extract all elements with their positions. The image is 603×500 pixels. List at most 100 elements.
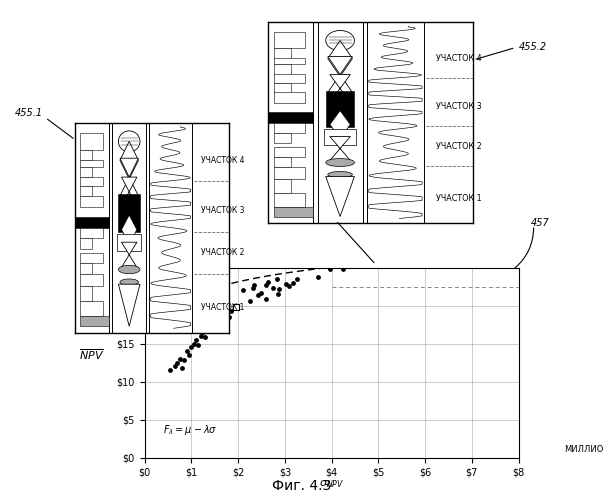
Polygon shape (122, 215, 137, 244)
Point (273, 290, 282, 298)
Ellipse shape (326, 158, 355, 166)
Text: УЧАСТОК 4: УЧАСТОК 4 (437, 54, 482, 63)
Point (430, 224, 440, 232)
Point (372, 244, 382, 252)
Point (219, 306, 229, 314)
Point (483, 196, 493, 203)
Point (215, 309, 224, 317)
Point (421, 218, 431, 226)
Bar (80, 196, 103, 206)
Point (263, 278, 273, 286)
Point (386, 238, 396, 246)
Text: УЧАСТОК 4: УЧАСТОК 4 (201, 156, 245, 165)
Point (172, 358, 182, 366)
Point (205, 320, 215, 328)
Point (198, 328, 208, 336)
Point (180, 356, 189, 364)
Text: Фиг. 4.3: Фиг. 4.3 (272, 478, 331, 492)
Point (405, 226, 415, 234)
Bar (274, 122, 305, 132)
Bar (274, 132, 291, 142)
Point (238, 286, 248, 294)
Point (196, 332, 206, 340)
Text: УЧАСТОК 3: УЧАСТОК 3 (437, 102, 482, 111)
Point (375, 250, 385, 258)
Bar (80, 274, 103, 286)
Point (416, 232, 426, 239)
Bar (274, 58, 305, 64)
Point (382, 248, 391, 256)
Text: 455.2: 455.2 (519, 42, 547, 52)
Polygon shape (330, 74, 350, 102)
Bar (80, 166, 92, 177)
Point (358, 255, 368, 263)
Point (177, 364, 187, 372)
Text: 455.1: 455.1 (15, 108, 43, 118)
Point (348, 252, 358, 260)
Point (170, 362, 180, 370)
Ellipse shape (120, 279, 139, 285)
Ellipse shape (118, 131, 140, 152)
Bar (268, 112, 314, 122)
Point (250, 280, 259, 288)
Text: МИЛЛИОНЫ: МИЛЛИОНЫ (564, 444, 603, 454)
Y-axis label: $\overline{NPV}$: $\overline{NPV}$ (79, 348, 104, 362)
Text: $F_\lambda=\mu-\lambda\sigma$: $F_\lambda=\mu-\lambda\sigma$ (163, 423, 218, 437)
Bar (274, 166, 305, 178)
Point (268, 284, 278, 292)
Bar (274, 48, 291, 58)
Point (326, 266, 335, 274)
Point (406, 226, 416, 234)
Ellipse shape (326, 30, 355, 50)
Point (329, 250, 339, 258)
Point (454, 202, 464, 209)
Ellipse shape (118, 266, 140, 274)
Bar (80, 177, 103, 186)
Polygon shape (326, 176, 355, 216)
Text: УЧАСТОК 3: УЧАСТОК 3 (201, 206, 245, 215)
Point (224, 313, 234, 321)
Point (210, 316, 219, 324)
Point (313, 273, 323, 281)
Bar (274, 32, 305, 48)
Polygon shape (118, 284, 140, 326)
Point (475, 210, 484, 218)
Point (187, 344, 197, 351)
Point (417, 213, 426, 221)
Bar (80, 238, 92, 248)
Bar (326, 90, 355, 126)
Bar (80, 133, 103, 150)
Point (194, 341, 203, 349)
Point (332, 258, 341, 266)
Polygon shape (328, 40, 352, 76)
Text: УЧАСТОК 2: УЧАСТОК 2 (437, 142, 482, 151)
Point (201, 334, 210, 342)
Point (262, 294, 271, 302)
Polygon shape (122, 177, 137, 206)
Point (338, 266, 348, 274)
Point (346, 248, 356, 256)
Bar (80, 286, 92, 301)
Point (314, 258, 324, 266)
Point (166, 366, 175, 374)
Point (398, 232, 408, 239)
Polygon shape (120, 142, 139, 179)
Bar (80, 252, 103, 263)
Point (432, 210, 441, 218)
Point (292, 275, 302, 283)
Point (480, 202, 490, 210)
Polygon shape (330, 136, 350, 160)
Bar (80, 263, 92, 274)
Point (346, 252, 355, 260)
Bar (274, 156, 291, 166)
Text: УЧАСТОК 1: УЧАСТОК 1 (201, 303, 245, 312)
Bar (80, 301, 103, 316)
Point (395, 226, 405, 234)
Bar (80, 186, 92, 196)
Point (469, 191, 479, 199)
Polygon shape (328, 56, 352, 92)
Point (328, 249, 338, 257)
Bar (274, 92, 305, 102)
Text: УЧАСТОК 2: УЧАСТОК 2 (201, 248, 245, 257)
Bar (80, 150, 92, 160)
